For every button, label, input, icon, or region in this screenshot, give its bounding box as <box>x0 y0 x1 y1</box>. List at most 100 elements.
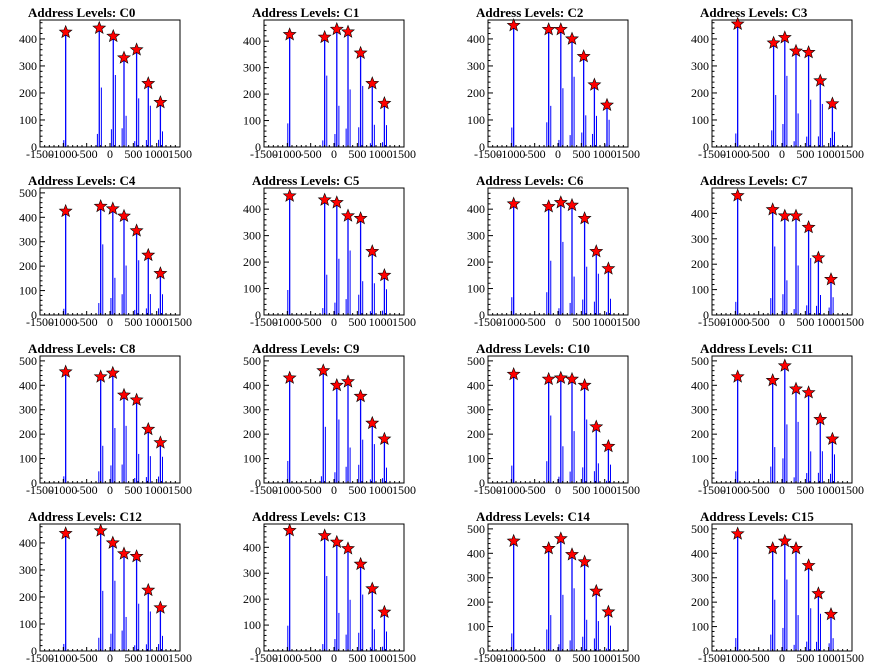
x-tick-label: 1000 <box>817 483 841 497</box>
peak-marker <box>601 439 616 453</box>
peak-marker <box>105 201 120 215</box>
peak-marker <box>565 31 579 45</box>
peak-marker <box>730 188 745 202</box>
x-tick-label: -500 <box>524 651 546 665</box>
x-tick-label: -500 <box>300 651 322 665</box>
y-tick-label: 100 <box>691 452 709 466</box>
peak-marker <box>282 27 297 41</box>
x-tick-label: -1500 <box>26 147 54 161</box>
x-tick-label: 1000 <box>593 315 617 329</box>
peak-marker <box>282 523 297 537</box>
peak-marker <box>801 558 816 572</box>
x-tick-label: 1500 <box>840 651 864 665</box>
x-tick-label: 500 <box>348 147 366 161</box>
peak-marker <box>777 358 792 372</box>
peak-marker <box>813 73 828 87</box>
peak-marker <box>365 415 380 430</box>
x-tick-label: -500 <box>524 147 546 161</box>
x-tick-label: 0 <box>779 147 785 161</box>
panel-c14: Address Levels: C14 0 100 200 300 400 500 -1500… <box>467 509 640 665</box>
panel-title: Address Levels: C5 <box>252 173 360 188</box>
x-tick-label: 500 <box>124 147 142 161</box>
panel-c5: Address Levels: C5 0 100 200 300 400 -1500-100… <box>243 173 416 329</box>
x-tick-label: -1000 <box>49 483 77 497</box>
peak-marker <box>141 582 156 597</box>
x-tick-label: 500 <box>124 315 142 329</box>
peak-marker <box>506 533 521 548</box>
peak-marker <box>765 541 780 555</box>
plot-frame <box>263 355 405 484</box>
panel-title: Address Levels: C1 <box>252 5 359 20</box>
y-tick-label: 200 <box>243 255 261 269</box>
peak-marker <box>282 370 297 384</box>
y-tick-label: 200 <box>467 595 485 609</box>
peak-marker <box>801 385 816 399</box>
panel-title: Address Levels: C12 <box>28 509 142 524</box>
x-tick-label: -500 <box>76 147 98 161</box>
x-tick-label: -500 <box>76 315 98 329</box>
y-tick-label: 0 <box>479 476 485 490</box>
peak-marker <box>282 188 297 202</box>
x-tick-label: 0 <box>555 483 561 497</box>
x-tick-label: 500 <box>796 651 814 665</box>
panel-title: Address Levels: C10 <box>476 341 590 356</box>
peak-marker <box>377 267 392 282</box>
peak-marker <box>58 526 73 540</box>
x-tick-label: -500 <box>524 483 546 497</box>
y-tick-label: 500 <box>243 354 261 368</box>
peak-marker <box>789 381 803 395</box>
x-tick-label: 0 <box>779 315 785 329</box>
y-tick-label: 100 <box>243 452 261 466</box>
x-tick-label: -1000 <box>721 147 749 161</box>
y-tick-label: 400 <box>467 202 485 216</box>
x-tick-label: -1500 <box>698 483 726 497</box>
peak-marker <box>600 97 614 112</box>
y-tick-label: 400 <box>243 378 261 392</box>
panel-title: Address Levels: C4 <box>28 173 136 188</box>
peak-marker <box>353 556 368 571</box>
y-tick-label: 300 <box>243 403 261 417</box>
x-tick-label: -1000 <box>273 651 301 665</box>
y-tick-label: 0 <box>703 644 709 658</box>
y-tick-label: 400 <box>691 206 709 220</box>
x-tick-label: 1000 <box>817 147 841 161</box>
y-tick-label: 300 <box>19 235 37 249</box>
x-tick-label: 1500 <box>168 483 192 497</box>
peak-marker <box>106 28 121 43</box>
peak-marker <box>824 272 838 286</box>
x-tick-label: 500 <box>572 315 590 329</box>
peak-marker <box>93 369 108 383</box>
x-tick-label: 1500 <box>616 651 640 665</box>
x-tick-label: 1500 <box>840 315 864 329</box>
peak-marker <box>129 223 144 237</box>
x-tick-label: -1500 <box>250 147 278 161</box>
peak-marker <box>92 20 107 35</box>
peak-marker <box>341 208 355 222</box>
peak-marker <box>553 531 568 545</box>
x-tick-label: -1500 <box>698 315 726 329</box>
y-tick-label: 0 <box>703 140 709 154</box>
peak-marker <box>377 431 392 445</box>
y-tick-label: 300 <box>243 61 261 75</box>
y-tick-label: 100 <box>19 452 37 466</box>
panel-title: Address Levels: C15 <box>700 509 814 524</box>
x-tick-label: 1500 <box>616 315 640 329</box>
x-tick-label: -500 <box>300 315 322 329</box>
x-tick-label: -500 <box>524 315 546 329</box>
y-tick-label: 100 <box>19 284 37 298</box>
peak-marker <box>813 412 828 426</box>
y-tick-label: 100 <box>467 113 485 127</box>
panel-c11: Address Levels: C11 0 100 200 300 400 500 -1500… <box>691 341 864 497</box>
peak-marker <box>589 583 604 598</box>
x-tick-label: -1000 <box>49 315 77 329</box>
x-tick-label: -1000 <box>49 147 77 161</box>
x-tick-label: -1500 <box>474 651 502 665</box>
y-tick-label: 100 <box>691 620 709 634</box>
x-tick-label: 0 <box>779 483 785 497</box>
peak-marker <box>316 363 331 377</box>
peak-marker <box>777 533 792 548</box>
peak-marker <box>506 196 521 210</box>
peak-marker <box>553 22 568 36</box>
y-tick-label: 400 <box>691 32 709 46</box>
peak-marker <box>789 541 803 555</box>
